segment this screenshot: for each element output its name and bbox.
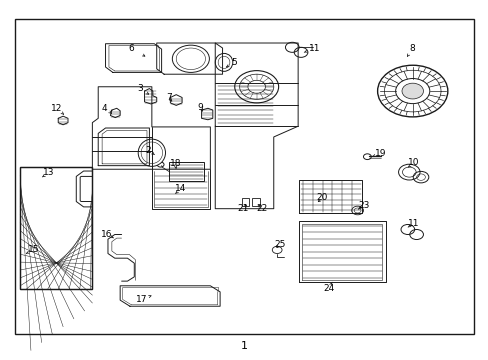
Text: 8: 8 [409, 44, 415, 53]
Text: 5: 5 [230, 58, 236, 67]
Text: 14: 14 [175, 184, 186, 193]
Text: 3: 3 [137, 84, 142, 93]
Bar [252, 198, 260, 206]
Text: 24: 24 [323, 284, 334, 293]
Ellipse shape [215, 53, 232, 71]
Text: 17: 17 [136, 294, 147, 303]
Text: 10: 10 [407, 158, 419, 167]
Bar [241, 198, 249, 206]
Bar [15, 19, 473, 334]
Bar [168, 162, 203, 181]
Text: 18: 18 [169, 159, 181, 168]
Circle shape [401, 83, 423, 99]
Text: 12: 12 [51, 104, 62, 113]
Text: 1: 1 [241, 341, 247, 351]
Text: 22: 22 [255, 204, 266, 213]
Text: 11: 11 [407, 219, 419, 228]
Text: 15: 15 [28, 246, 40, 255]
Text: 6: 6 [128, 44, 134, 53]
Text: 13: 13 [42, 168, 54, 177]
Ellipse shape [138, 139, 165, 166]
Bar [20, 167, 92, 289]
Bar [20, 167, 92, 289]
Text: 25: 25 [274, 240, 285, 249]
Text: 9: 9 [197, 103, 203, 112]
Text: 2: 2 [145, 146, 151, 155]
Text: 4: 4 [102, 104, 107, 113]
Text: 20: 20 [316, 193, 327, 202]
Text: 21: 21 [237, 204, 249, 213]
Text: 16: 16 [101, 230, 113, 239]
Text: 7: 7 [166, 93, 171, 102]
Text: 19: 19 [374, 149, 386, 158]
Text: 23: 23 [358, 201, 369, 210]
Text: 11: 11 [308, 44, 320, 53]
